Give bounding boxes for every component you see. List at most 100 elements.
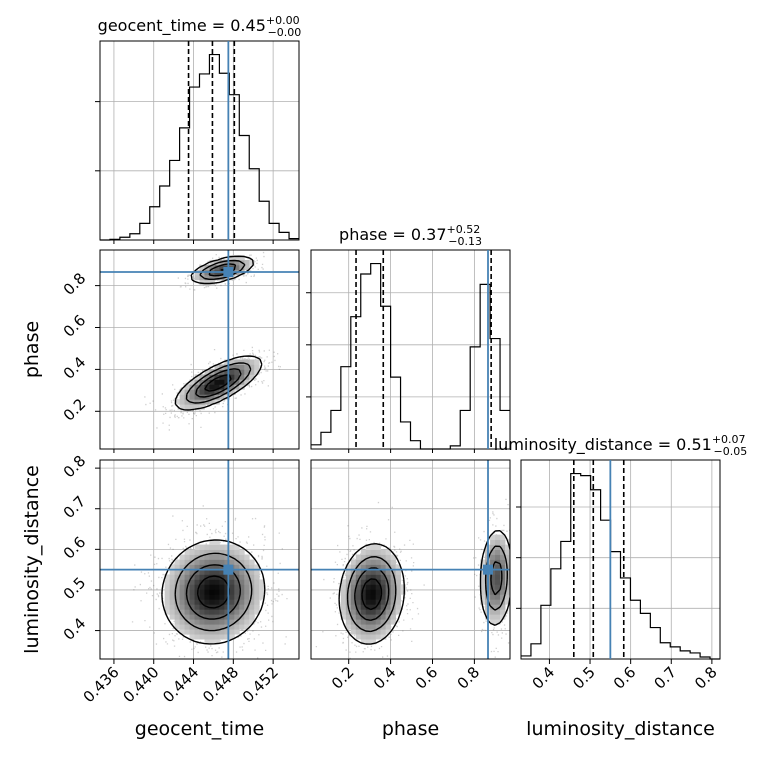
density-cell: [350, 609, 357, 615]
density-cell: [179, 559, 185, 565]
density-cell: [184, 564, 190, 570]
density-cell: [204, 639, 210, 645]
density-cell: [395, 604, 401, 610]
density-cell: [360, 629, 367, 635]
density-cell: [229, 254, 235, 261]
density-cell: [375, 564, 382, 570]
density-cell: [370, 639, 377, 645]
density-cell: [360, 604, 367, 610]
density-cell: [365, 584, 372, 590]
density-cell: [184, 609, 190, 615]
x-tick-label: 0.440: [119, 663, 162, 706]
density-cell: [204, 379, 210, 385]
density-cell: [480, 594, 486, 600]
density-cell: [350, 584, 357, 590]
density-cell: [179, 609, 185, 615]
density-cell: [500, 579, 506, 585]
density-cell: [390, 599, 396, 605]
density-cell: [229, 549, 235, 555]
y-tick-label: 0.2: [60, 395, 90, 425]
density-cell: [244, 574, 250, 580]
density-cell: [239, 359, 245, 365]
density-cell: [174, 559, 180, 565]
density-cell: [229, 609, 235, 615]
density-cell: [224, 604, 230, 610]
density-cell: [365, 619, 372, 625]
density-cell: [229, 274, 235, 281]
density-cell: [164, 609, 171, 615]
density-cell: [209, 279, 215, 286]
density-cell: [370, 584, 377, 590]
density-cell: [234, 254, 240, 261]
density-cell: [244, 604, 250, 610]
density-cell: [490, 554, 496, 560]
density-cell: [234, 564, 240, 570]
density-cell: [340, 579, 347, 585]
density-cell: [244, 609, 250, 615]
density-cell: [214, 614, 220, 620]
density-cell: [219, 609, 225, 615]
density-cell: [184, 569, 190, 575]
density-cell: [214, 589, 220, 595]
density-cell: [174, 564, 180, 570]
density-cell: [234, 594, 240, 600]
density-cell: [244, 599, 250, 605]
density-cell: [350, 614, 357, 620]
density-cell: [500, 614, 506, 620]
density-cell: [179, 624, 185, 630]
truth-marker: [223, 266, 234, 277]
density-cell: [204, 599, 210, 605]
density-cell: [390, 574, 396, 580]
density-cell: [209, 399, 215, 405]
density-cell: [390, 579, 396, 585]
density-cell: [224, 549, 230, 555]
density-cell: [209, 594, 215, 600]
density-cell: [390, 619, 396, 625]
density-cell: [365, 544, 372, 550]
density-cell: [179, 619, 185, 625]
density-cell: [224, 559, 230, 565]
density-cell: [229, 604, 235, 610]
density-cell: [219, 569, 225, 575]
density-cell: [204, 584, 210, 590]
density-cell: [495, 604, 501, 610]
density-cell: [199, 624, 205, 630]
density-cell: [224, 379, 230, 385]
density-cell: [194, 634, 200, 640]
density-cell: [194, 549, 200, 555]
density-cell: [395, 599, 401, 605]
x-tick-label: 0.436: [80, 663, 123, 706]
density-cell: [249, 614, 255, 620]
density-cell: [239, 364, 245, 370]
density-cell: [395, 574, 401, 580]
density-cell: [199, 264, 205, 271]
density-cell: [244, 584, 250, 590]
density-cell: [229, 369, 235, 375]
density-cell: [209, 604, 215, 610]
density-cell: [219, 554, 225, 560]
density-cell: [219, 389, 225, 395]
density-cell: [214, 539, 220, 545]
density-cell: [164, 584, 171, 590]
density-cell: [370, 634, 377, 640]
density-cell: [259, 589, 265, 595]
density-cell: [194, 594, 200, 600]
density-cell: [505, 589, 510, 595]
density-cell: [254, 599, 260, 605]
density-cell: [254, 609, 260, 615]
density-cell: [219, 544, 225, 550]
density-cell: [199, 379, 205, 385]
density-cell: [189, 404, 195, 410]
density-cell: [340, 589, 347, 595]
density-cell: [174, 399, 180, 405]
panel-frame: [99, 40, 300, 241]
x-axis-title: phase: [382, 718, 439, 740]
density-cell: [360, 619, 367, 625]
density-cell: [209, 564, 215, 570]
density-cell: [199, 609, 205, 615]
density-cell: [199, 384, 205, 390]
density-cell: [224, 589, 230, 595]
density-cell: [234, 584, 240, 590]
density-cell: [214, 609, 220, 615]
